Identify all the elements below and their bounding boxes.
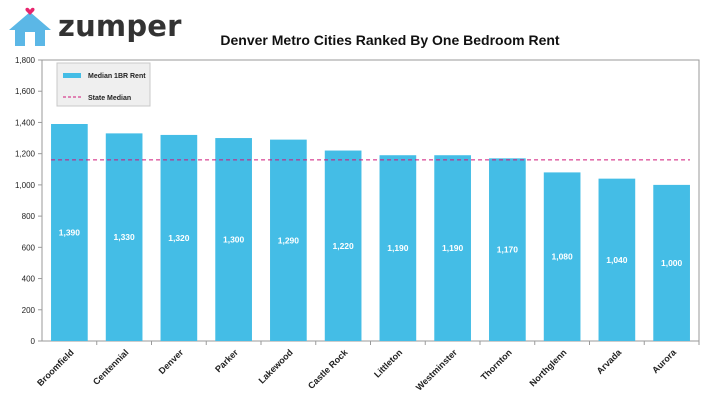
data-label: 1,190 [387, 243, 409, 253]
y-tick-label: 400 [22, 275, 36, 284]
heart-icon [25, 7, 35, 15]
legend-label: State Median [88, 95, 131, 102]
x-tick-label: Westminster [414, 347, 460, 393]
data-label: 1,330 [113, 232, 135, 242]
y-tick-label: 0 [31, 337, 36, 346]
y-tick-label: 1,600 [15, 87, 36, 96]
bar [215, 138, 252, 341]
data-label: 1,000 [661, 258, 683, 268]
bar [379, 155, 417, 341]
data-label: 1,320 [168, 233, 190, 243]
y-tick-label: 200 [22, 306, 36, 315]
y-tick-label: 1,400 [15, 118, 36, 127]
x-tick-label: Broomfield [35, 347, 76, 388]
bar [543, 172, 581, 341]
y-tick-label: 600 [22, 243, 36, 252]
bar [105, 133, 143, 341]
legend-box [56, 62, 151, 107]
x-tick-label: Lakewood [257, 347, 295, 385]
data-label: 1,170 [497, 245, 519, 255]
data-label: 1,300 [223, 235, 245, 245]
bar [489, 158, 526, 341]
x-tick-label: Northglenn [528, 347, 569, 388]
data-label: 1,040 [606, 255, 628, 265]
x-tick-label: Arvada [595, 347, 624, 376]
data-label: 1,290 [278, 235, 300, 245]
y-tick-label: 1,000 [15, 181, 36, 190]
bar [598, 178, 636, 341]
bar [434, 155, 471, 341]
x-tick-label: Denver [157, 347, 186, 376]
legend-label: Median 1BR Rent [88, 73, 146, 80]
data-label: 1,220 [332, 241, 354, 251]
x-tick-label: Parker [213, 347, 240, 374]
bar [653, 184, 690, 341]
legend-swatch-bar [63, 73, 81, 78]
data-label: 1,190 [442, 243, 464, 253]
brand-name: zumper [58, 9, 182, 43]
bar [160, 134, 198, 341]
x-tick-label: Littleton [372, 347, 404, 379]
data-label: 1,390 [59, 228, 81, 238]
zumper-logo: zumper [6, 6, 181, 48]
x-tick-label: Castle Rock [306, 347, 350, 391]
x-tick-label: Centennial [91, 347, 131, 387]
y-tick-label: 1,200 [15, 150, 36, 159]
house-icon [9, 7, 51, 46]
chart-title: Denver Metro Cities Ranked By One Bedroo… [220, 32, 560, 48]
data-label: 1,080 [551, 252, 573, 262]
bar [324, 150, 362, 341]
x-tick-label: Thornton [479, 347, 514, 382]
y-tick-label: 800 [22, 212, 36, 221]
bar [270, 139, 307, 341]
y-tick-label: 1,800 [15, 56, 36, 65]
x-tick-label: Aurora [650, 347, 679, 376]
